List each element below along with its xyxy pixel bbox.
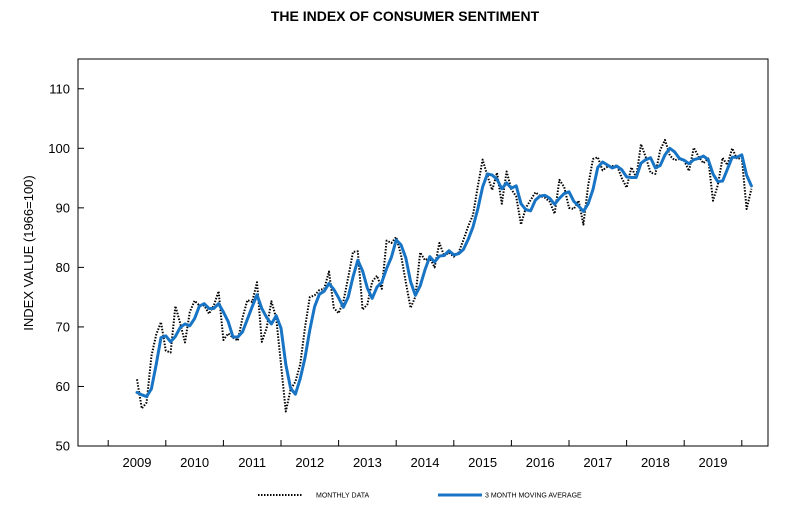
series-layer [135,138,753,413]
plot-frame [77,58,769,447]
y-tick-label: 60 [56,379,70,394]
x-tick-label: 2018 [641,455,670,470]
x-tick-label: 2013 [353,455,382,470]
y-axis-title: INDEX VALUE (1966=100) [21,175,36,330]
x-tick-label: 2016 [526,455,555,470]
y-tick-label: 80 [56,260,70,275]
x-tick-label: 2014 [411,455,440,470]
x-tick-label: 2012 [295,455,324,470]
y-tick-label: 110 [49,81,70,96]
legend-label-monthly-data: MONTHLY DATA [316,493,369,500]
legend-label-moving-average: 3 MONTH MOVING AVERAGE [485,493,582,500]
legend: MONTHLY DATA 3 MONTH MOVING AVERAGE [258,493,582,500]
y-tick-label: 100 [48,141,70,156]
series-line-monthly-data [136,138,753,413]
x-tick-label: 2019 [699,455,728,470]
x-axis: 2009 2010 2011 2012 2013 2014 2015 2016 2017 2018… [107,440,743,470]
y-tick-label: 90 [56,200,70,215]
chart-title: THE INDEX OF CONSUMER SENTIMENT [270,8,540,24]
y-tick-label: 70 [56,319,70,334]
series-line-moving-average [135,146,753,399]
x-tick-label: 2010 [180,455,209,470]
y-tick-label: 50 [56,439,70,454]
x-tick-label: 2009 [123,455,152,470]
x-tick-label: 2011 [238,455,266,470]
x-tick-label: 2015 [468,455,497,470]
x-tick-label: 2017 [583,455,612,470]
y-axis: 50 60 70 80 90 100 110 [48,81,84,454]
